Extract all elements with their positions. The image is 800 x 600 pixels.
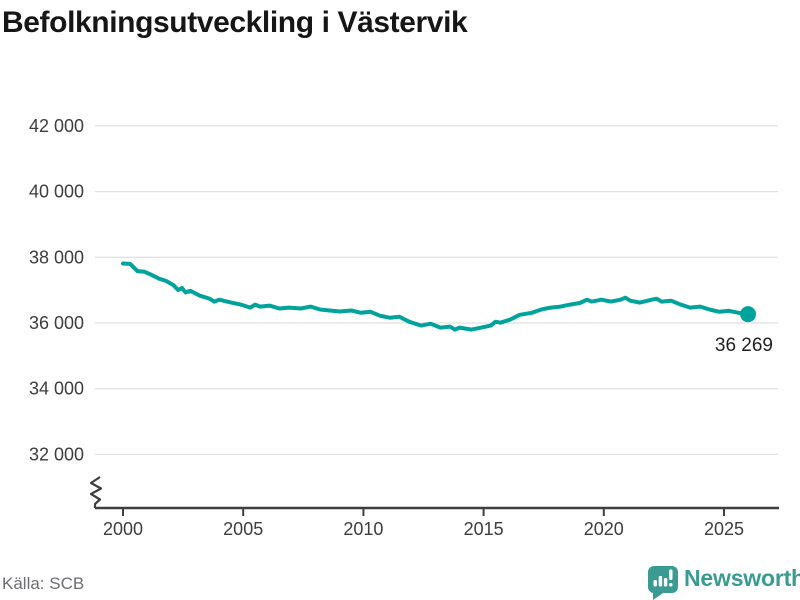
source-label: Källa: SCB [2,574,85,593]
x-tick-label: 2025 [704,519,744,539]
last-value-label: 36 269 [715,335,773,356]
y-tick-label: 42 000 [29,116,84,136]
x-tick-label: 2010 [343,519,383,539]
y-tick-label: 34 000 [29,379,84,399]
x-tick-label: 2005 [223,519,263,539]
y-tick-label: 36 000 [29,313,84,333]
y-tick-label: 38 000 [29,247,84,267]
y-tick-label: 40 000 [29,182,84,202]
axis-break-icon [89,476,103,508]
y-tick-label: 32 000 [29,444,84,464]
x-tick-label: 2015 [464,519,504,539]
x-tick-label: 2000 [103,519,143,539]
newsworthy-logo-link[interactable]: Newsworthy [644,561,800,600]
chart-title: Befolkningsutveckling i Västervik [2,6,468,39]
brand-name: Newsworthy [684,565,800,591]
population-series-line [121,261,750,332]
x-tick-label: 2020 [584,519,624,539]
last-point-marker [740,306,757,323]
newsworthy-speech-bubble-bar-chart-icon [648,566,678,600]
